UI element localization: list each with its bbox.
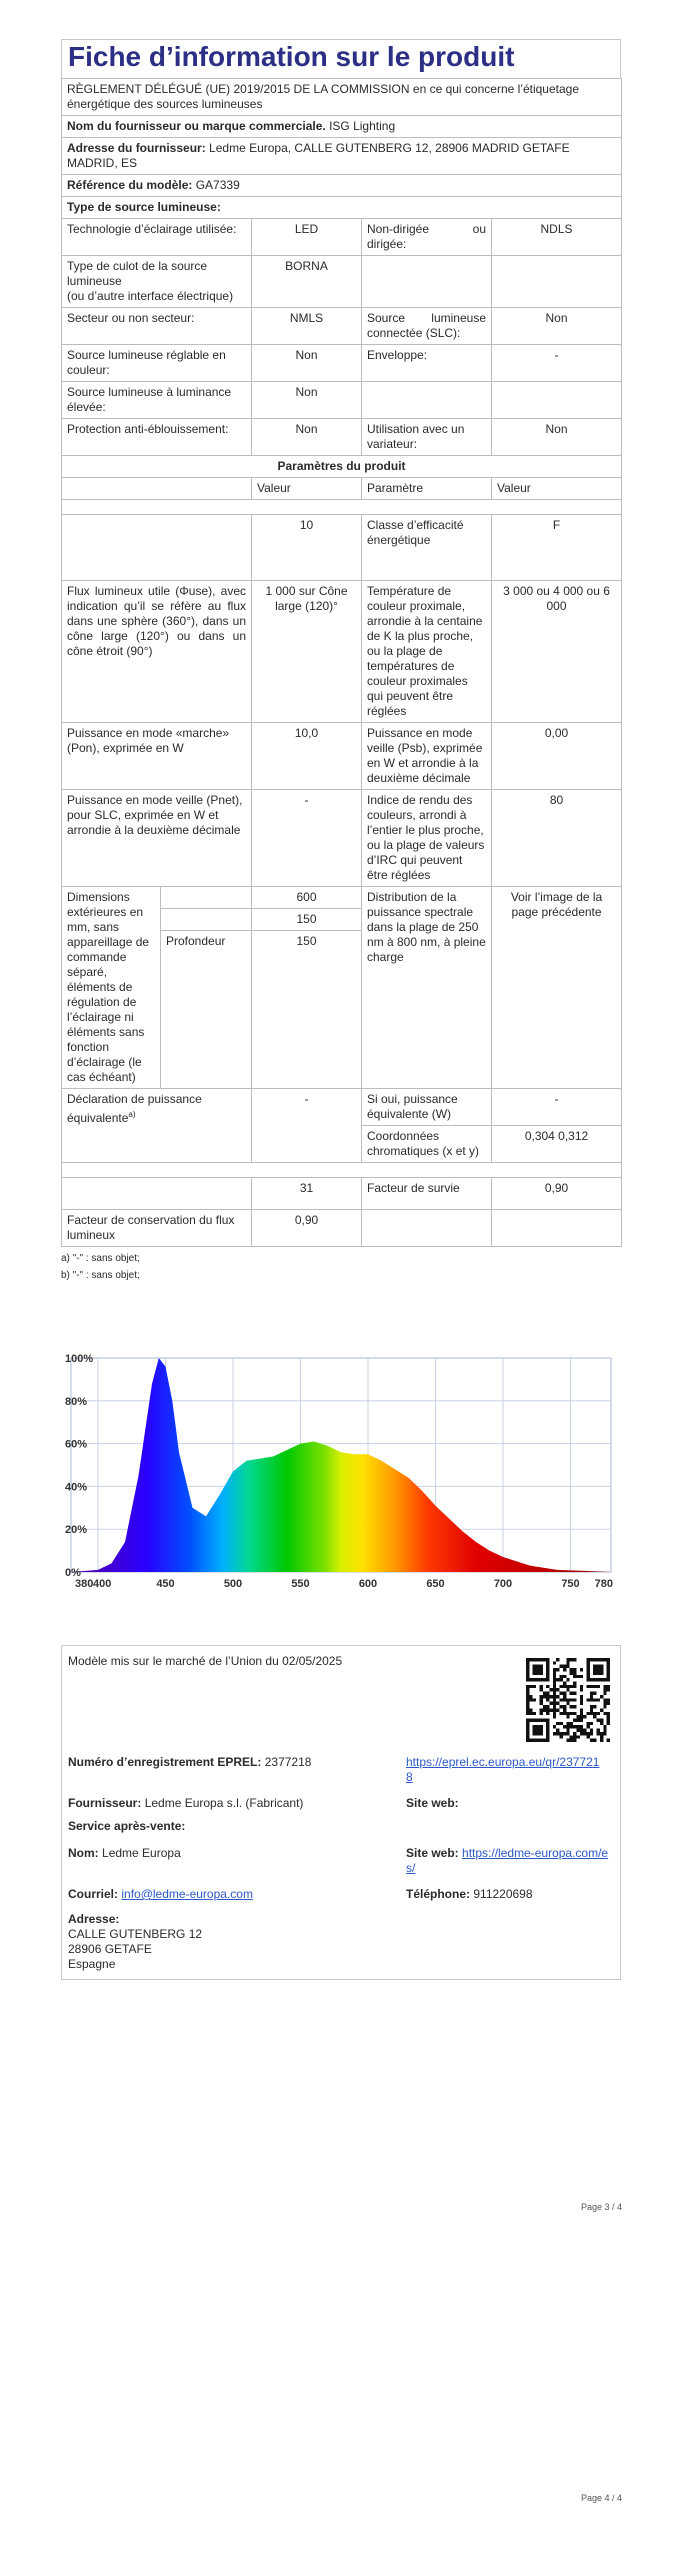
page-title: Fiche d’information sur le produit bbox=[61, 39, 621, 78]
supplier-address-row: Adresse du fournisseur: Ledme Europa, CA… bbox=[60, 137, 623, 175]
address-line: CALLE GUTENBERG 12 bbox=[68, 1927, 203, 1941]
spectrum-svg: 0% 20% 40% 60% 80% 100% 380 400 450 500 550 600 650… bbox=[65, 1353, 613, 1590]
chromaticity-row: Coordonnées chromatiques (x et y) 0,304 0… bbox=[62, 1125, 623, 1163]
source-row: Protection anti-éblouissement: Non Utilis… bbox=[61, 418, 623, 456]
y-tick-label: 60% bbox=[65, 1439, 87, 1451]
source-row: Secteur ou non secteur: NMLS Source lumin… bbox=[61, 307, 623, 345]
x-tick-label: 550 bbox=[291, 1578, 309, 1590]
address-line: Espagne bbox=[68, 1957, 116, 1971]
regulation-text: RÈGLEMENT DÉLÉGUÉ (UE) 2019/2015 DE LA C… bbox=[60, 78, 623, 116]
params-header: Paramètres du produit bbox=[60, 455, 623, 478]
address-line: 28906 GETAFE bbox=[68, 1942, 152, 1956]
y-tick-label: 20% bbox=[65, 1524, 87, 1536]
column-headers: Valeur Paramètre Valeur bbox=[61, 477, 623, 500]
supplier-name-row: Nom du fournisseur ou marque commerciale… bbox=[60, 115, 623, 138]
service-label: Service après-vente: bbox=[68, 1819, 186, 1833]
x-axis-labels: 380 400 450 500 550 600 650 700 750 780 bbox=[75, 1578, 613, 1590]
energy-class-row: 10 Classe d’efficacité énergétique F bbox=[61, 514, 623, 581]
page-number: Page 3 / 4 bbox=[580, 2202, 622, 2212]
y-axis-labels: 0% 20% 40% 60% 80% 100% bbox=[65, 1353, 93, 1579]
source-row: Source lumineuse réglable en couleur: Non… bbox=[61, 344, 623, 382]
source-row: Type de culot de la source lumineuse (ou… bbox=[61, 255, 623, 308]
eprel-link[interactable]: https://eprel.ec.europa.eu/qr/2377218 bbox=[406, 1755, 600, 1784]
x-tick-label: 700 bbox=[494, 1578, 512, 1590]
footnote-b: b) "-" : sans objet; bbox=[61, 1270, 140, 1281]
source-type-header: Type de source lumineuse: bbox=[60, 196, 623, 219]
standby-row: Puissance en mode veille (Pnet), pour SL… bbox=[61, 789, 623, 887]
product-table: RÈGLEMENT DÉLÉGUÉ (UE) 2019/2015 DE LA C… bbox=[60, 78, 623, 1247]
phone-row: Téléphone: 911220698 bbox=[406, 1887, 533, 1901]
qr-code bbox=[526, 1658, 610, 1742]
footnote-a: a) "-" : sans objet; bbox=[61, 1253, 140, 1264]
y-tick-label: 80% bbox=[65, 1396, 87, 1408]
depth-label: Profondeur bbox=[166, 934, 226, 948]
x-tick-label: 650 bbox=[426, 1578, 444, 1590]
market-date: Modèle mis sur le marché de l’Union du 0… bbox=[68, 1654, 343, 1668]
y-tick-label: 100% bbox=[65, 1353, 93, 1365]
info-panel: Modèle mis sur le marché de l’Union du 0… bbox=[61, 1645, 621, 1980]
power-on-row: Puissance en mode «marche» (Pon), exprim… bbox=[61, 722, 623, 790]
source-row: Technologie d’éclairage utilisée: LED Non… bbox=[61, 218, 623, 256]
x-tick-label: 380 bbox=[75, 1578, 93, 1590]
address-label: Adresse: bbox=[68, 1912, 120, 1926]
email-link[interactable]: info@ledme-europa.com bbox=[121, 1887, 253, 1901]
spectrum-chart: 0% 20% 40% 60% 80% 100% 380 400 450 500 550 600 650… bbox=[61, 1350, 621, 1595]
spectrum-area bbox=[71, 1358, 611, 1572]
x-tick-label: 780 bbox=[595, 1578, 613, 1590]
model-reference-row: Référence du modèle: GA7339 bbox=[60, 174, 623, 197]
footnotes: a) "-" : sans objet; b) "-" : sans objet… bbox=[61, 1250, 621, 1284]
x-tick-label: 400 bbox=[93, 1578, 111, 1590]
service-name: Nom: Ledme Europa bbox=[68, 1846, 181, 1860]
dimensions-row: Dimensions extérieures en mm, sans appar… bbox=[61, 886, 623, 1089]
site-web-label: Site web: bbox=[406, 1796, 459, 1810]
y-tick-label: 0% bbox=[65, 1567, 81, 1579]
x-tick-label: 600 bbox=[359, 1578, 377, 1590]
survival-row: 31 Facteur de survie 0,90 bbox=[61, 1177, 623, 1210]
source-row: Source lumineuse à luminance élevée: Non bbox=[61, 381, 623, 419]
x-tick-label: 750 bbox=[561, 1578, 579, 1590]
flux-row: Flux lumineux utile (Φuse), avec indicat… bbox=[61, 580, 623, 723]
x-tick-label: 500 bbox=[224, 1578, 242, 1590]
x-tick-label: 450 bbox=[156, 1578, 174, 1590]
email-row: Courriel: info@ledme-europa.com bbox=[68, 1887, 253, 1901]
service-site: Site web: https://ledme-europa.com/es/ bbox=[406, 1846, 609, 1875]
eprel-row: Numéro d’enregistrement EPREL: 2377218 bbox=[68, 1755, 312, 1769]
service-site-link[interactable]: https://ledme-europa.com/es/ bbox=[406, 1846, 609, 1875]
y-tick-label: 40% bbox=[65, 1481, 87, 1493]
page-number: Page 4 / 4 bbox=[580, 2493, 622, 2503]
maintenance-row: Facteur de conservation du flux lumineux… bbox=[61, 1209, 623, 1247]
equivalent-power-row: Déclaration de puissance équivalentea) -… bbox=[61, 1088, 623, 1163]
product-sheet: Fiche d’information sur le produit RÈGLE… bbox=[60, 39, 623, 1284]
supplier-row: Fournisseur: Ledme Europa s.l. (Fabrican… bbox=[68, 1796, 304, 1810]
